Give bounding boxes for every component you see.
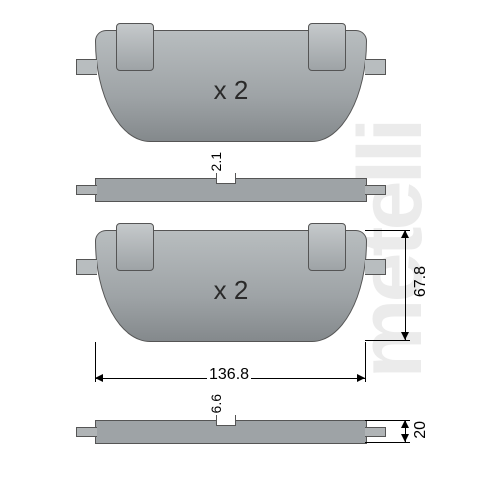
side-tab-left	[76, 427, 97, 437]
dim-backplate-label: 6.6	[208, 394, 224, 413]
pad-clip-left	[116, 23, 154, 71]
dim-width-label: 136.8	[207, 366, 251, 384]
dim-height-line	[405, 230, 406, 340]
side-tab-right	[365, 185, 386, 195]
pad-clip-left	[116, 223, 154, 271]
pad-side-view-2	[95, 420, 367, 444]
pad-tab-left	[76, 259, 97, 275]
qty-label-1: x 2	[214, 75, 249, 106]
pad-clip-right	[308, 23, 346, 71]
pad-tab-right	[365, 259, 386, 275]
side-tab-right	[365, 427, 386, 437]
pad-tab-right	[365, 59, 386, 75]
dim-clip-label: 2.1	[208, 152, 224, 171]
side-tab-left	[76, 185, 97, 195]
ext-line	[365, 342, 366, 382]
pad-tab-left	[76, 59, 97, 75]
dim-height-label: 67.8	[412, 266, 430, 297]
pad-side-view-1	[95, 178, 367, 202]
pad-clip-right	[308, 223, 346, 271]
dim-thickness-label: 20	[412, 421, 430, 439]
ext-line	[365, 340, 410, 341]
side-notch	[216, 173, 236, 184]
pad-top-view-2: x 2	[95, 230, 367, 342]
brake-pad-diagram: metelli x 2 2.1 x 2 67.8 136.8 6.6	[0, 0, 500, 500]
side-notch	[216, 415, 236, 426]
dim-thickness-line	[405, 420, 406, 442]
pad-top-view-1: x 2	[95, 30, 367, 142]
ext-line	[365, 442, 410, 443]
qty-label-2: x 2	[214, 275, 249, 306]
